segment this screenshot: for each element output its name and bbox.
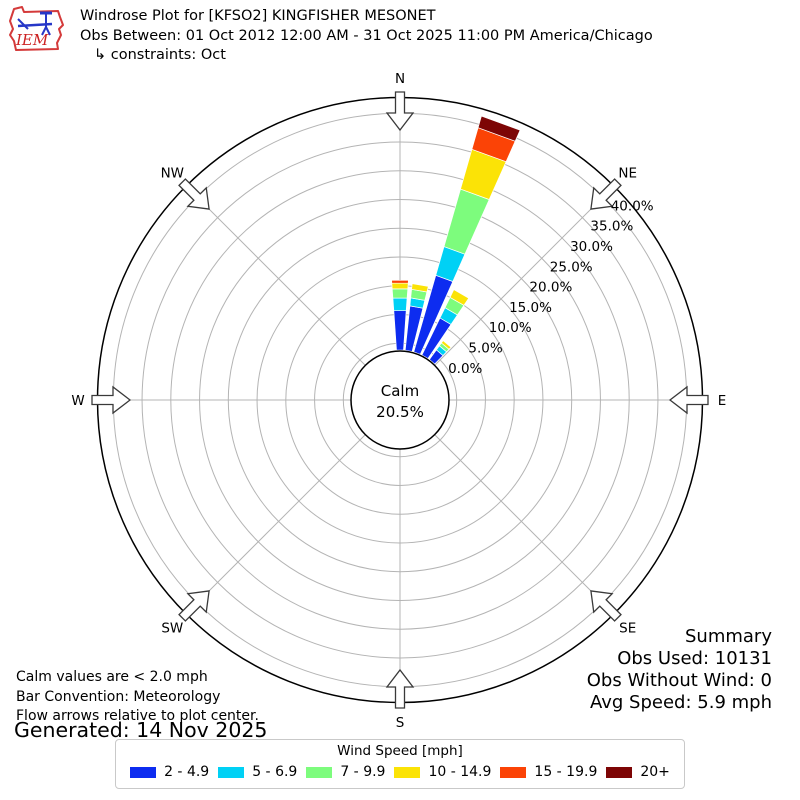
wind-bar-0deg xyxy=(391,279,409,351)
legend-label: 10 - 14.9 xyxy=(428,764,492,780)
bar-segment-5-6.9 xyxy=(392,297,408,312)
bar-segment-10-14.9 xyxy=(449,289,470,306)
compass-label-W: W xyxy=(71,393,84,409)
legend-label: 7 - 9.9 xyxy=(340,764,386,780)
compass-label-NE: NE xyxy=(618,165,637,181)
summary-obs-without-wind: Obs Without Wind: 0 xyxy=(586,670,772,691)
calm-note: Calm values are < 2.0 mph xyxy=(16,669,208,685)
wind-bar-20deg xyxy=(413,115,521,355)
ring-tick-20: 20.0% xyxy=(529,280,572,296)
summary-avg-speed: Avg Speed: 5.9 mph xyxy=(590,692,772,713)
compass-label-S: S xyxy=(396,715,405,731)
legend-swatch-icon xyxy=(500,766,527,778)
legend-swatch-icon xyxy=(394,766,421,778)
convention-note: Bar Convention: Meteorology xyxy=(16,688,221,705)
wind-speed-legend: Wind Speed [mph] 2 - 4.9 5 - 6.9 7 - 9.9 10… xyxy=(115,739,685,789)
flow-arrow-NE-icon xyxy=(590,178,622,210)
compass-label-NW: NW xyxy=(161,165,184,181)
generated-date: Generated: 14 Nov 2025 xyxy=(14,718,268,742)
grid-spoke-135 xyxy=(434,434,615,615)
ring-tick-35: 35.0% xyxy=(590,219,633,235)
grid-spoke-315 xyxy=(185,185,366,366)
plot-subtitle: Obs Between: 01 Oct 2012 12:00 AM - 31 O… xyxy=(80,27,653,44)
legend-entry-7-9.9: 7 - 9.9 xyxy=(306,764,385,780)
grid-spokes xyxy=(97,97,703,703)
wind-bar-30deg xyxy=(421,289,470,359)
legend-swatch-icon xyxy=(218,766,245,778)
legend-label: 2 - 4.9 xyxy=(164,764,210,780)
legend-swatch-icon xyxy=(606,766,633,778)
iowa-outline-icon: IEM xyxy=(9,6,64,51)
bar-segment-10-14.9 xyxy=(391,282,409,290)
wind-bar-10deg xyxy=(404,283,429,352)
ring-tick-0: 0.0% xyxy=(448,361,482,377)
calm-label: Calm xyxy=(381,382,419,400)
legend-entries: 2 - 4.9 5 - 6.9 7 - 9.9 10 - 14.9 15 - 19.9 2… xyxy=(116,764,684,780)
grid-spoke-45 xyxy=(434,185,615,366)
ring-tick-5: 5.0% xyxy=(468,341,502,357)
legend-swatch-icon xyxy=(130,766,157,778)
summary-title: Summary xyxy=(685,626,772,647)
legend-entry-5-6.9: 5 - 6.9 xyxy=(218,764,297,780)
bar-segment-20+ xyxy=(477,115,521,142)
plot-notes: Calm values are < 2.0 mph Bar Convention… xyxy=(16,668,259,727)
iem-logo: IEM xyxy=(8,5,66,59)
logo-text: IEM xyxy=(15,31,49,49)
legend-label: 20+ xyxy=(640,764,670,780)
compass-label-N: N xyxy=(395,71,405,87)
ring-tick-labels: 0.0% 5.0% 10.0% 15.0% 20.0% 25.0% 30.0% 35.0% 40… xyxy=(448,198,654,377)
wind-bars xyxy=(391,115,521,365)
legend-title: Wind Speed [mph] xyxy=(337,743,463,759)
plot-header: Windrose Plot for [KFSO2] KINGFISHER MES… xyxy=(80,7,653,66)
wind-bar-40deg xyxy=(428,340,452,365)
bar-segment-7-9.9 xyxy=(391,288,409,299)
bar-segment-15-19.9 xyxy=(391,279,409,284)
calm-circle xyxy=(350,350,450,450)
ring-tick-25: 25.0% xyxy=(550,259,593,275)
bar-segment-10-14.9 xyxy=(411,283,429,293)
legend-entry-10-14.9: 10 - 14.9 xyxy=(394,764,491,780)
flow-arrow-W-icon xyxy=(91,385,132,415)
legend-label: 15 - 19.9 xyxy=(534,764,598,780)
compass-labels: N NE E SE S SW W NW xyxy=(71,71,726,731)
bar-segment-7-9.9 xyxy=(443,188,490,255)
legend-label: 5 - 6.9 xyxy=(252,764,298,780)
bar-segment-10-14.9 xyxy=(440,340,452,350)
legend-entry-2-4.9: 2 - 4.9 xyxy=(130,764,209,780)
calm-value: 20.5% xyxy=(376,403,424,421)
compass-label-E: E xyxy=(718,393,727,409)
ring-tick-30: 30.0% xyxy=(570,239,613,255)
ring-tick-15: 15.0% xyxy=(509,300,552,316)
arrows-note: Flow arrows relative to plot center. xyxy=(16,708,259,724)
flow-arrow-SE-icon xyxy=(590,590,622,622)
legend-swatch-icon xyxy=(306,766,333,778)
summary-obs-used: Obs Used: 10131 xyxy=(617,648,772,669)
plot-constraints: ↳ constraints: Oct xyxy=(94,47,226,63)
legend-entry-20+: 20+ xyxy=(606,764,670,780)
bar-segment-2-4.9 xyxy=(393,310,407,351)
compass-label-SE: SE xyxy=(619,621,636,637)
plot-title: Windrose Plot for [KFSO2] KINGFISHER MES… xyxy=(80,8,436,24)
flow-arrows xyxy=(91,91,709,709)
ring-tick-40: 40.0% xyxy=(611,198,654,214)
flow-arrow-S-icon xyxy=(385,668,415,709)
ring-tick-10: 10.0% xyxy=(489,320,532,336)
legend-entry-15-19.9: 15 - 19.9 xyxy=(500,764,597,780)
flow-arrow-NW-icon xyxy=(178,178,210,210)
flow-arrow-N-icon xyxy=(385,91,415,132)
summary-block: Summary Obs Used: 10131 Obs Without Wind… xyxy=(587,626,772,714)
grid-spoke-225 xyxy=(185,434,366,615)
flow-arrow-E-icon xyxy=(668,385,709,415)
flow-arrow-SW-icon xyxy=(178,590,210,622)
windvane-icon xyxy=(17,11,53,36)
compass-label-SW: SW xyxy=(161,621,183,637)
